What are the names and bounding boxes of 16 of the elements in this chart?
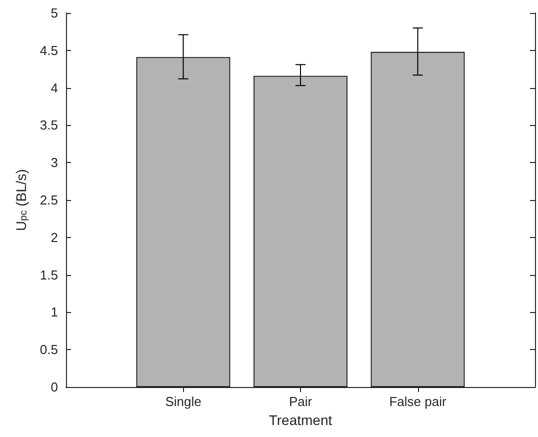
y-axis-title: Upc (BL/s)	[13, 169, 30, 231]
x-tick-label: Single	[165, 394, 202, 409]
y-tick-label: 3.5	[40, 118, 58, 133]
y-tick-label: 1.5	[40, 267, 58, 282]
y-tick-label: 2.5	[40, 192, 58, 208]
y-tick-label: 5	[50, 6, 58, 20]
y-tick-label: 0.5	[40, 342, 58, 358]
y-tick-label: 4	[50, 80, 58, 96]
y-tick-label: 2	[50, 230, 58, 245]
y-tick-label: 1	[50, 304, 58, 320]
y-tick-label: 0	[50, 380, 58, 394]
x-tick-label: Pair	[288, 394, 313, 409]
x-axis-title: Treatment	[268, 412, 332, 428]
y-tick-label: 4.5	[40, 42, 58, 58]
y-tick-label: 3	[50, 155, 58, 170]
x-tick-label: False pair	[389, 394, 447, 409]
